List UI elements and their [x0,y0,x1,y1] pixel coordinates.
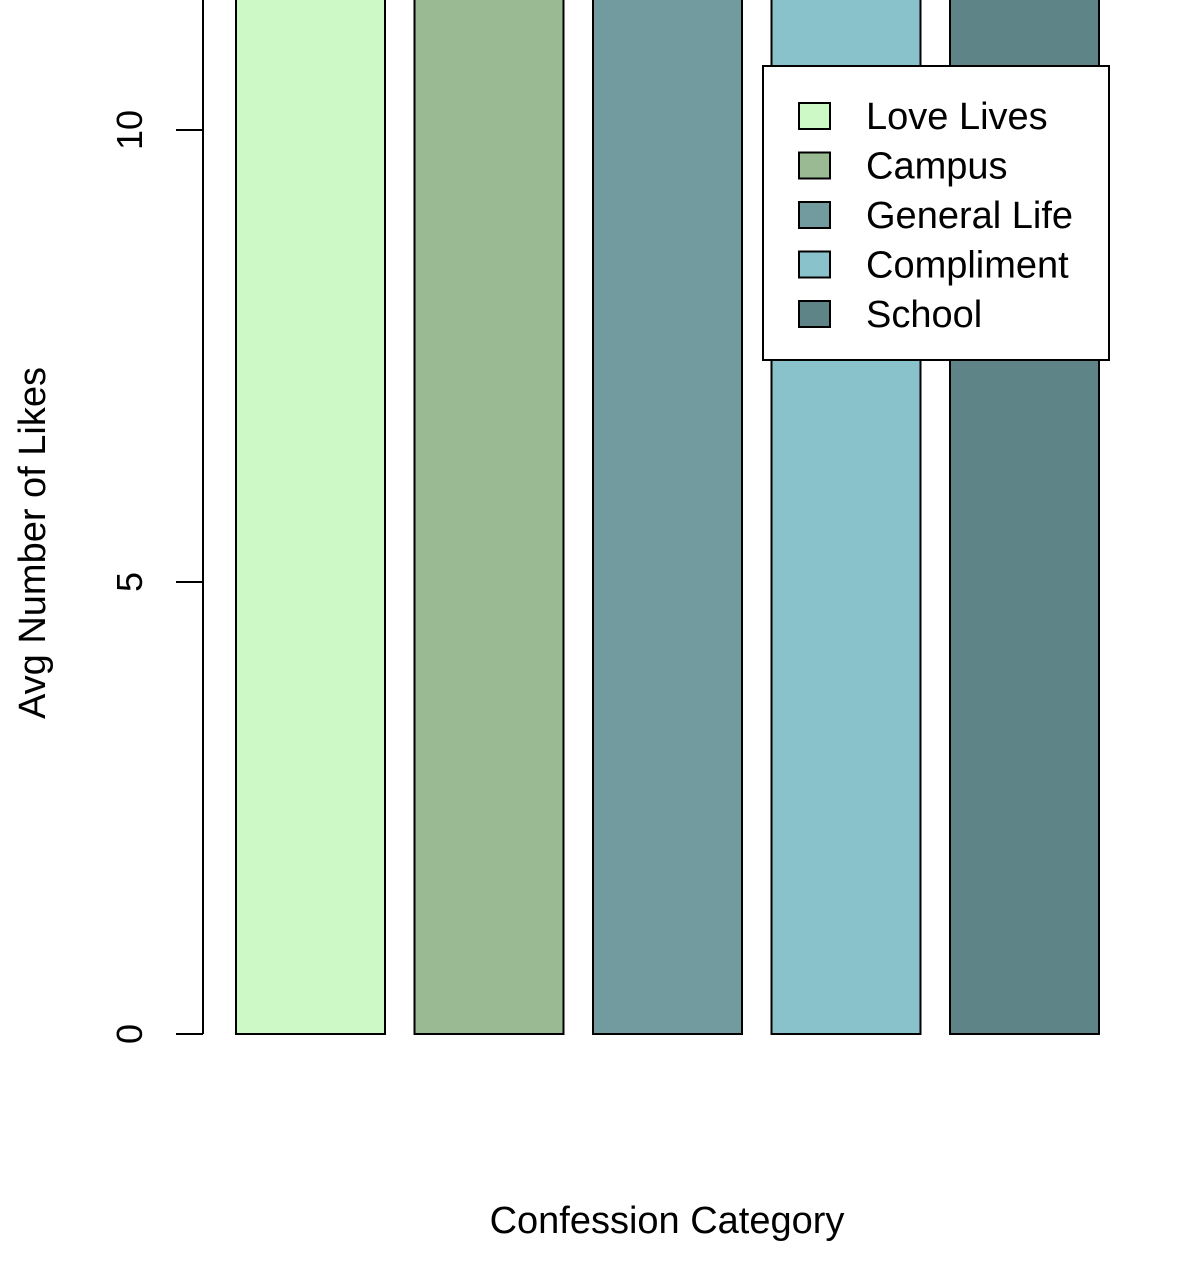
legend-label-general-life: General Life [866,195,1073,237]
x-axis-title: Confession Category [490,1200,845,1242]
legend: Love Lives Campus General Life Compliment Sc… [762,65,1110,361]
legend-swatch-love-lives [798,102,831,130]
legend-label-compliment: Compliment [866,245,1069,287]
bars-group [235,0,1100,1036]
y-tick-label-10: 10 [109,110,150,150]
y-axis-title: Avg Number of Likes [12,367,54,719]
bar-love-lives [235,0,386,1036]
y-tick-label-5: 5 [109,572,150,592]
legend-swatch-school [798,300,831,328]
bar-general-life [592,0,743,1035]
legend-label-school: School [866,294,982,336]
bar-campus [413,0,565,1036]
legend-swatch-campus [798,151,831,180]
y-axis: 05101520 [109,0,204,1044]
legend-swatch-general-life [798,201,831,229]
legend-swatch-compliment [798,250,831,279]
legend-label-love-lives: Love Lives [866,96,1048,138]
y-tick-label-0: 0 [109,1024,150,1044]
legend-label-campus: Campus [866,146,1008,188]
